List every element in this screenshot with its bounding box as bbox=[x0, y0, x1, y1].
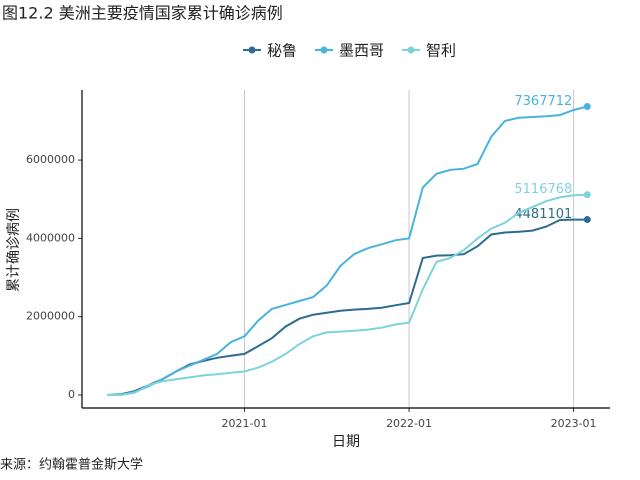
caption: 来源：约翰霍普金斯大学 bbox=[0, 457, 143, 473]
x-axis-label: 日期 bbox=[332, 434, 360, 450]
line bbox=[107, 193, 588, 396]
x-tick-label: 2022-01 bbox=[386, 417, 432, 430]
end-point bbox=[583, 103, 591, 111]
legend-marker bbox=[407, 46, 415, 54]
legend-label: 智利 bbox=[426, 42, 456, 60]
legend-marker bbox=[320, 46, 328, 54]
chart-title: 图12.2 美洲主要疫情国家累计确诊病例 bbox=[2, 4, 283, 23]
y-axis-label: 累计确诊病例 bbox=[6, 208, 22, 292]
y-tick-label: 6000000 bbox=[26, 153, 75, 166]
end-point bbox=[583, 191, 591, 199]
legend-marker bbox=[248, 46, 256, 54]
data-label: 5116768 bbox=[514, 182, 572, 197]
end-point bbox=[583, 216, 591, 224]
data-label: 7367712 bbox=[514, 94, 572, 109]
line bbox=[107, 218, 588, 396]
legend-label: 秘鲁 bbox=[267, 42, 297, 60]
x-tick-label: 2021-01 bbox=[222, 417, 268, 430]
x-tick-label: 2023-01 bbox=[551, 417, 597, 430]
legend-label: 墨西哥 bbox=[339, 42, 384, 60]
y-tick-label: 4000000 bbox=[26, 231, 75, 244]
data-label: 4481101 bbox=[514, 207, 572, 222]
y-tick-label: 2000000 bbox=[26, 310, 75, 323]
line bbox=[107, 105, 588, 396]
y-tick-label: 0 bbox=[68, 388, 75, 401]
